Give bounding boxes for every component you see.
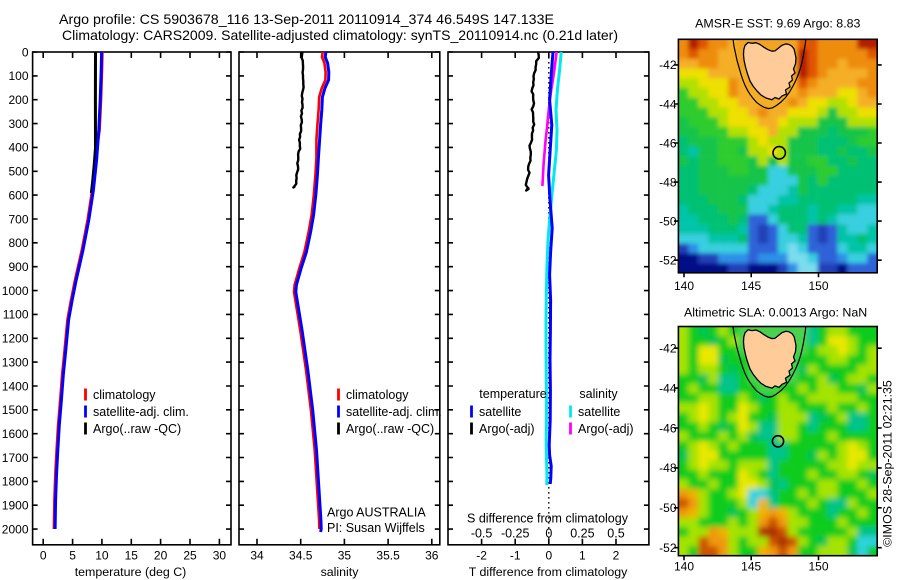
- svg-text:-2: -2: [476, 549, 487, 563]
- svg-text:150: 150: [808, 560, 828, 574]
- svg-text:satellite: satellite: [479, 405, 521, 419]
- svg-text:satellite-adj. clim.: satellite-adj. clim.: [346, 405, 442, 419]
- svg-text:satellite: satellite: [578, 405, 620, 419]
- svg-text:20: 20: [154, 549, 168, 563]
- svg-text:200: 200: [8, 93, 28, 107]
- svg-text:1: 1: [579, 549, 586, 563]
- svg-text:Argo(..raw -QC): Argo(..raw -QC): [346, 422, 434, 436]
- svg-text:climatology: climatology: [93, 388, 156, 402]
- svg-text:-46: -46: [659, 136, 677, 150]
- svg-text:145: 145: [741, 279, 761, 293]
- svg-text:35: 35: [338, 549, 352, 563]
- svg-text:PI: Susan Wijffels: PI: Susan Wijffels: [327, 521, 425, 535]
- svg-text:1000: 1000: [2, 284, 29, 298]
- svg-text:temperature (deg C): temperature (deg C): [75, 565, 187, 579]
- svg-text:temperature: temperature: [479, 387, 546, 401]
- svg-text:satellite-adj. clim.: satellite-adj. clim.: [93, 405, 189, 419]
- svg-text:-42: -42: [659, 342, 677, 356]
- svg-text:5: 5: [69, 549, 76, 563]
- svg-text:salinity: salinity: [321, 565, 360, 579]
- svg-text:0.5: 0.5: [607, 527, 624, 541]
- svg-text:-44: -44: [659, 381, 677, 395]
- svg-text:1800: 1800: [2, 475, 29, 489]
- svg-text:T difference from climatology: T difference from climatology: [469, 565, 628, 579]
- svg-text:1600: 1600: [2, 427, 29, 441]
- svg-text:-50: -50: [659, 501, 677, 515]
- svg-text:900: 900: [8, 260, 28, 274]
- svg-text:S difference from climatology: S difference from climatology: [467, 512, 629, 526]
- svg-text:Argo AUSTRALIA: Argo AUSTRALIA: [327, 506, 426, 520]
- svg-text:34.5: 34.5: [289, 549, 313, 563]
- svg-text:34: 34: [250, 549, 264, 563]
- svg-text:100: 100: [8, 69, 28, 83]
- svg-text:10: 10: [95, 549, 109, 563]
- svg-text:1400: 1400: [2, 379, 29, 393]
- svg-text:700: 700: [8, 212, 28, 226]
- svg-text:140: 140: [674, 279, 694, 293]
- svg-text:-46: -46: [659, 421, 677, 435]
- svg-text:30: 30: [213, 549, 227, 563]
- svg-text:-48: -48: [659, 461, 677, 475]
- svg-text:0: 0: [545, 527, 552, 541]
- svg-text:500: 500: [8, 165, 28, 179]
- svg-text:2: 2: [613, 549, 620, 563]
- svg-text:800: 800: [8, 236, 28, 250]
- svg-text:-50: -50: [659, 214, 677, 228]
- svg-text:300: 300: [8, 117, 28, 131]
- svg-text:©IMOS 28-Sep-2011 02:21:35: ©IMOS 28-Sep-2011 02:21:35: [881, 380, 895, 547]
- svg-text:Altimetric SLA: 0.0013 Argo: N: Altimetric SLA: 0.0013 Argo: NaN: [684, 306, 867, 320]
- svg-text:-48: -48: [659, 175, 677, 189]
- svg-text:Climatology: CARS2009. Satelli: Climatology: CARS2009. Satellite-adjuste…: [62, 27, 618, 43]
- svg-text:1900: 1900: [2, 499, 29, 513]
- svg-text:0: 0: [40, 549, 47, 563]
- svg-text:35.5: 35.5: [376, 549, 400, 563]
- svg-text:1100: 1100: [3, 308, 29, 322]
- svg-text:-52: -52: [659, 254, 677, 268]
- svg-text:2000: 2000: [2, 522, 29, 536]
- svg-text:1300: 1300: [2, 355, 29, 369]
- svg-text:1500: 1500: [2, 403, 29, 417]
- svg-text:1200: 1200: [2, 332, 29, 346]
- svg-text:0.25: 0.25: [570, 527, 594, 541]
- svg-text:-42: -42: [659, 58, 677, 72]
- svg-text:Argo(..raw -QC): Argo(..raw -QC): [93, 422, 181, 436]
- svg-text:400: 400: [8, 141, 28, 155]
- svg-text:AMSR-E SST: 9.69 Argo: 8.83: AMSR-E SST: 9.69 Argo: 8.83: [695, 17, 860, 31]
- svg-text:salinity: salinity: [579, 387, 618, 401]
- svg-text:36: 36: [425, 549, 439, 563]
- svg-text:145: 145: [741, 560, 761, 574]
- svg-text:0: 0: [22, 45, 29, 59]
- svg-text:150: 150: [808, 279, 828, 293]
- svg-text:-44: -44: [659, 97, 677, 111]
- svg-text:25: 25: [183, 549, 197, 563]
- svg-text:climatology: climatology: [346, 388, 409, 402]
- svg-text:-1: -1: [510, 549, 521, 563]
- svg-text:-0.25: -0.25: [501, 527, 530, 541]
- svg-text:15: 15: [125, 549, 139, 563]
- svg-text:0: 0: [545, 549, 552, 563]
- svg-text:1700: 1700: [2, 451, 29, 465]
- svg-text:Argo profile: CS 5903678_116 1: Argo profile: CS 5903678_116 13-Sep-2011…: [59, 11, 554, 27]
- svg-text:-0.5: -0.5: [471, 527, 493, 541]
- svg-text:Argo(-adj): Argo(-adj): [479, 422, 535, 436]
- svg-text:600: 600: [8, 188, 28, 202]
- svg-text:-52: -52: [659, 541, 677, 555]
- svg-text:Argo(-adj): Argo(-adj): [578, 422, 634, 436]
- svg-text:140: 140: [674, 560, 694, 574]
